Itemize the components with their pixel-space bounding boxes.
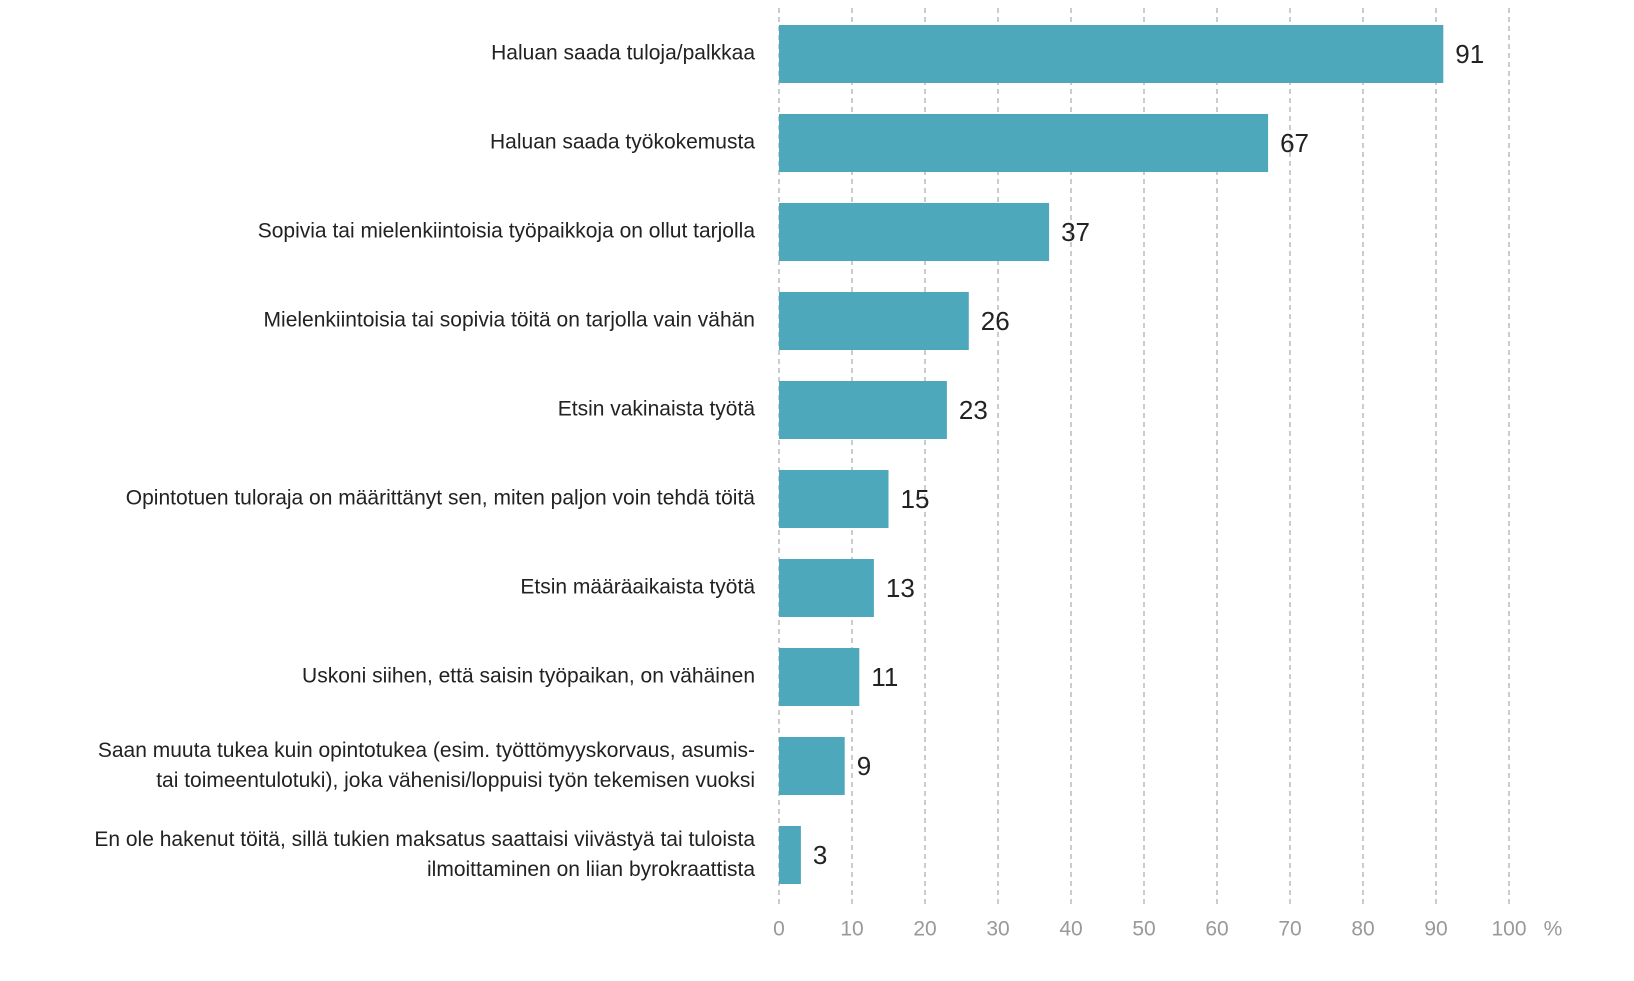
value-label: 15 (901, 484, 930, 514)
value-label: 13 (886, 573, 915, 603)
x-tick-label: 40 (1059, 918, 1082, 941)
x-tick-label: 70 (1278, 918, 1301, 941)
bar (779, 559, 874, 617)
bar (779, 470, 889, 528)
category-label: Saan muuta tukea kuin opintotukea (esim.… (98, 739, 755, 792)
bar (779, 381, 947, 439)
x-tick-label: 60 (1205, 918, 1228, 941)
x-tick-label: 10 (840, 918, 863, 941)
value-label: 26 (981, 306, 1010, 336)
category-label: Etsin määräaikaista työtä (520, 576, 755, 599)
bar (779, 737, 845, 795)
category-label: Sopivia tai mielenkiintoisia työpaikkoja… (258, 220, 756, 243)
x-tick-label: 90 (1424, 918, 1447, 941)
bar (779, 203, 1050, 261)
x-tick-label: 80 (1351, 918, 1374, 941)
category-label: Uskoni siihen, että saisin työpaikan, on… (302, 665, 755, 688)
x-tick-label: 0 (773, 918, 785, 941)
value-label: 23 (959, 395, 988, 425)
category-label: En ole hakenut töitä, sillä tukien maksa… (94, 828, 755, 881)
x-tick-label: 30 (986, 918, 1009, 941)
bar (779, 648, 860, 706)
x-tick-label: 20 (913, 918, 936, 941)
value-label: 11 (871, 662, 898, 692)
value-label: 9 (857, 751, 871, 781)
bar (779, 25, 1444, 83)
category-label: Haluan saada työkokemusta (490, 131, 755, 154)
value-label: 3 (813, 840, 827, 870)
value-label: 91 (1455, 39, 1484, 69)
value-label: 37 (1061, 217, 1090, 247)
x-axis-unit: % (1544, 918, 1563, 941)
x-tick-label: 50 (1132, 918, 1155, 941)
bar (779, 114, 1269, 172)
x-tick-label: 100 (1491, 918, 1526, 941)
value-label: 67 (1280, 128, 1309, 158)
category-label: Etsin vakinaista työtä (558, 398, 756, 421)
bar (779, 292, 969, 350)
category-label: Opintotuen tuloraja on määrittänyt sen, … (126, 487, 756, 510)
category-label: Mielenkiintoisia tai sopivia töitä on ta… (264, 309, 755, 332)
bar (779, 826, 801, 884)
category-label: Haluan saada tuloja/palkkaa (491, 42, 755, 65)
